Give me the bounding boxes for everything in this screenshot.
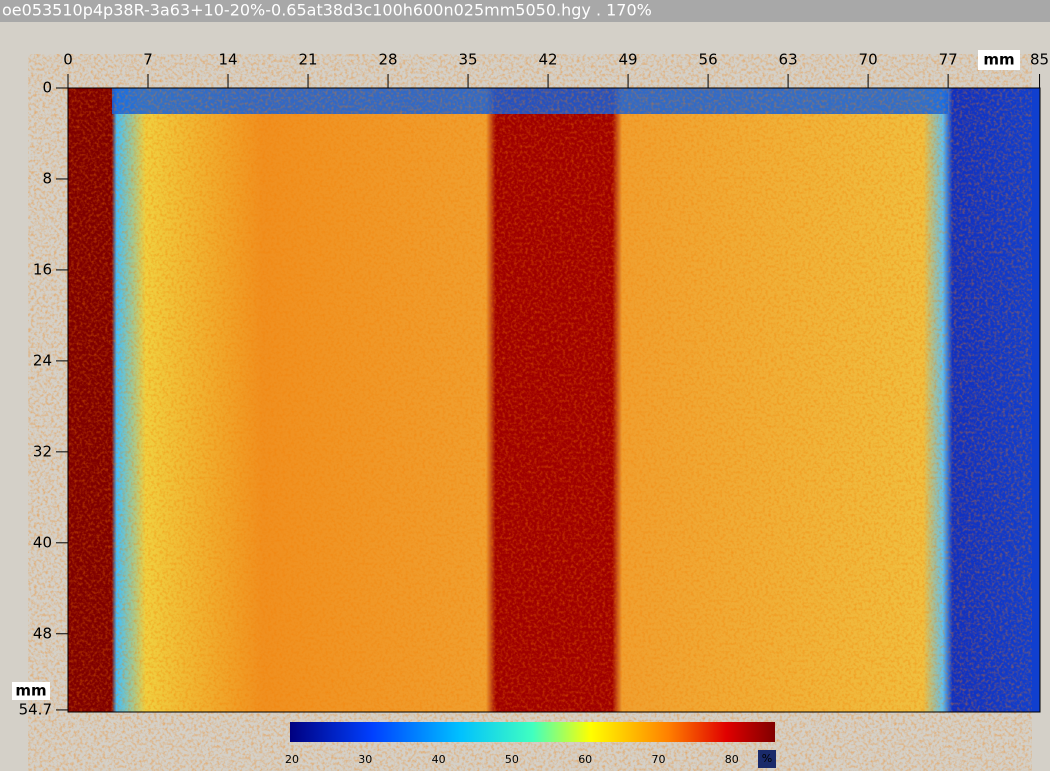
x-tick-label: 49 [619,51,638,69]
x-tick-label: 85 [1030,51,1049,69]
y-tick-label: 48 [33,624,52,642]
y-tick-label: 8 [42,169,52,187]
y-tick-label: 54.7 [19,700,52,718]
y-tick-label: 16 [33,260,52,278]
x-tick-label: 63 [779,51,798,69]
colorbar-unit: % [762,752,772,765]
x-tick-label: 21 [298,51,317,69]
y-tick-label: 0 [42,79,52,97]
window: oe053510p4p38R-3a63+10-20%-0.65at38d3c10… [0,0,1050,771]
y-tick-label: 32 [33,442,52,460]
x-tick-label: 56 [699,51,718,69]
x-unit: mm [983,51,1014,69]
colorbar-tick-label: 60 [578,753,592,766]
colorbar-tick-label: 20 [285,753,299,766]
x-tick-label: 28 [378,51,397,69]
colorbar-tick-label: 80 [725,753,739,766]
colorbar [290,722,775,742]
x-tick-label: 77 [939,51,958,69]
x-tick-label: 7 [143,51,153,69]
heatmap [68,88,1040,712]
colorbar-tick-label: 50 [505,753,519,766]
x-tick-label: 14 [218,51,237,69]
x-tick-label: 42 [539,51,558,69]
x-tick-label: 70 [859,51,878,69]
y-tick-label: 40 [33,533,52,551]
window-title: oe053510p4p38R-3a63+10-20%-0.65at38d3c10… [2,1,652,20]
x-tick-label: 35 [459,51,478,69]
y-unit: mm [15,682,46,700]
colorbar-tick-label: 40 [432,753,446,766]
x-tick-label: 0 [63,51,73,69]
y-tick-label: 24 [33,351,52,369]
colorbar-tick-label: 30 [358,753,372,766]
colorbar-tick-label: 70 [652,753,666,766]
